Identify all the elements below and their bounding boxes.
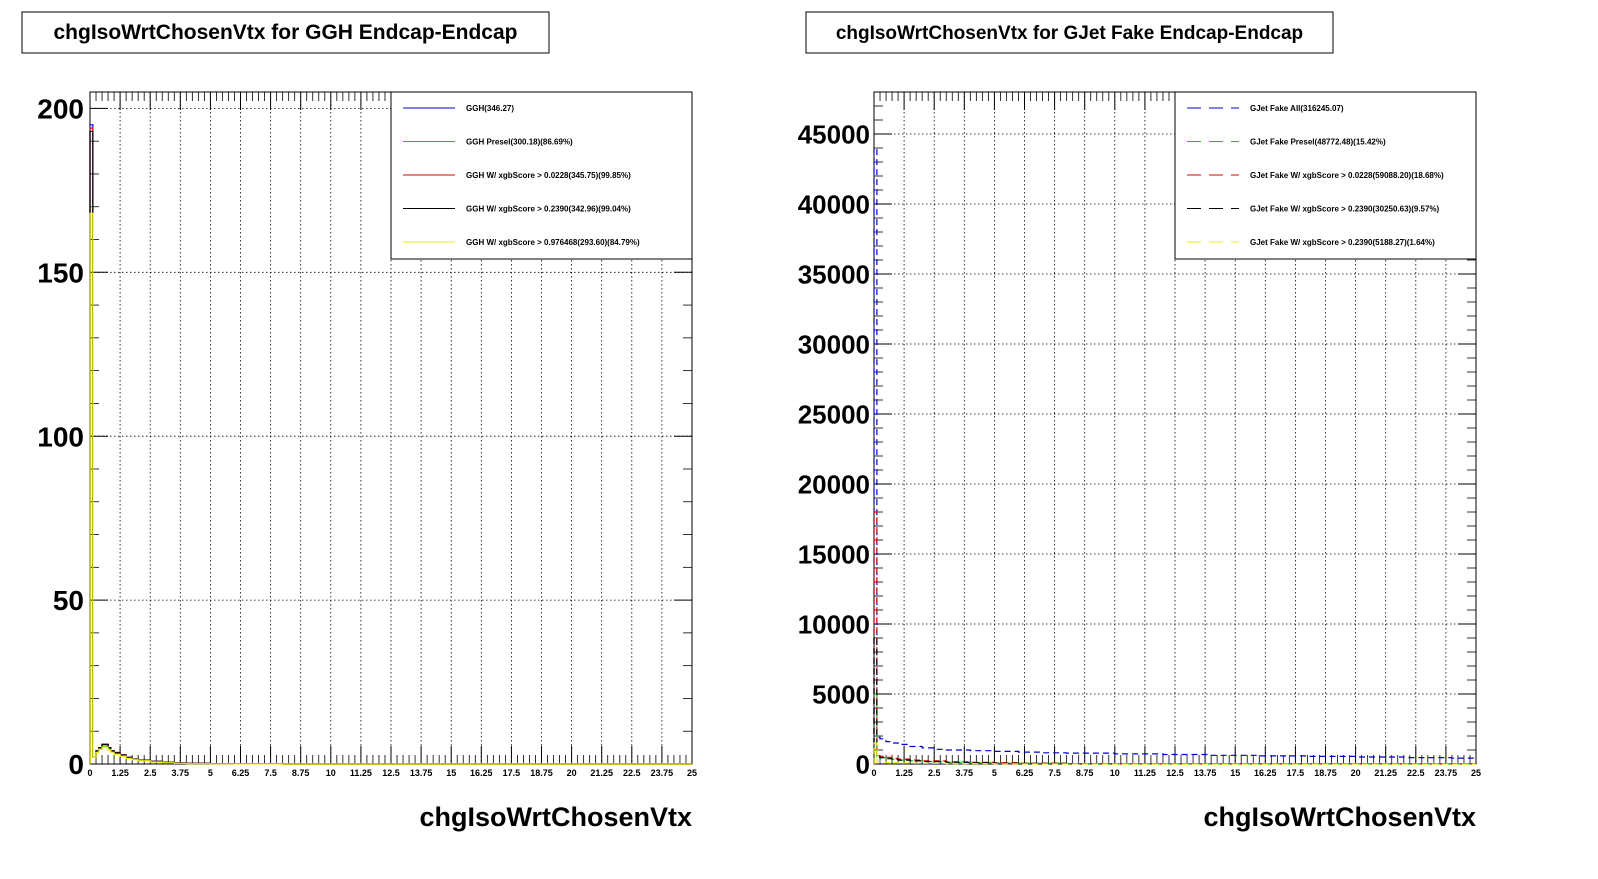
x-tick-label: 15 [1230,768,1240,778]
x-tick-label: 16.25 [1254,768,1277,778]
x-tick-label: 1.25 [895,768,913,778]
legend-label: GGH Presel(300.18)(86.69%) [466,138,573,147]
legend: GJet Fake All(316245.07) GJet Fake Presel… [1174,91,1477,260]
x-tick-label: 2.5 [144,768,157,778]
x-tick-label: 7.5 [264,768,277,778]
x-tick-label: 17.5 [503,768,521,778]
x-tick-label: 11.25 [1134,768,1156,778]
chart-title: chgIsoWrtChosenVtx for GGH Endcap-Endcap [54,21,518,44]
y-tick-label: 30000 [798,329,870,359]
y-tick-label: 25000 [798,399,870,429]
legend-label: GJet Fake Presel(48772.48)(15.42%) [1250,138,1386,147]
series-line-1 [873,147,1477,764]
x-tick-label: 3.75 [172,768,190,778]
legend-label: GJet Fake W/ xgbScore > 0.0228(59088.20)… [1250,171,1444,180]
y-tick-label: 50 [53,585,84,616]
x-tick-label: 10 [1110,768,1120,778]
x-tick-label: 7.5 [1048,768,1061,778]
x-tick-label: 17.5 [1287,768,1305,778]
legend-label: GGH W/ xgbScore > 0.2390(342.96)(99.04%) [466,205,631,214]
legend-box [1174,91,1477,260]
y-tick-label: 5000 [812,679,870,709]
x-tick-label: 1.25 [111,768,129,778]
series-group [89,124,692,765]
x-tick-label: 6.25 [1016,768,1034,778]
chart-title: chgIsoWrtChosenVtx for GJet Fake Endcap-… [836,23,1303,44]
y-tick-label: 45000 [798,119,870,149]
x-tick-label: 13.75 [410,768,433,778]
y-tick-label: 15000 [798,539,870,569]
chart-title-box [21,11,550,54]
y-tick-label: 200 [37,93,84,124]
x-tick-label: 5 [208,768,213,778]
y-tick-label: 150 [37,257,84,288]
y-tick-label: 100 [37,421,84,452]
x-tick-label: 23.75 [651,768,674,778]
legend-label: GGH W/ xgbScore > 0.0228(345.75)(99.85%) [466,171,631,180]
x-tick-label: 16.25 [470,768,493,778]
x-axis-label: chgIsoWrtChosenVtx [419,802,692,832]
x-tick-label: 8.75 [292,768,310,778]
series-line-5 [89,212,692,765]
x-tick-label: 15 [446,768,456,778]
chart-title-box [805,11,1334,54]
x-tick-label: 22.5 [1407,768,1425,778]
legend-label: GJet Fake W/ xgbScore > 0.2390(30250.63)… [1250,205,1440,214]
x-tick-label: 3.75 [956,768,974,778]
x-tick-label: 25 [1471,768,1481,778]
chart-1: chgIsoWrtChosenVtx for GGH Endcap-Endcap… [21,11,697,832]
y-tick-label: 0 [856,749,870,779]
x-tick-label: 2.5 [928,768,941,778]
x-tick-label: 20 [1351,768,1361,778]
x-tick-label: 18.75 [1314,768,1337,778]
x-tick-label: 18.75 [530,768,553,778]
x-tick-label: 5 [992,768,997,778]
legend: GGH(346.27) GGH Presel(300.18)(86.69%) GGH… [390,91,693,260]
y-tick-label: 0 [68,749,84,780]
x-tick-label: 8.75 [1076,768,1094,778]
x-tick-label: 0 [87,768,92,778]
x-tick-label: 25 [687,768,697,778]
y-tick-label: 10000 [798,609,870,639]
y-tick-label: 40000 [798,189,870,219]
x-tick-label: 10 [326,768,336,778]
y-axis: 0 5000 10000 15000 20000 25000 30000 35000 40000… [798,91,1476,779]
x-tick-label: 20 [567,768,577,778]
y-tick-label: 35000 [798,259,870,289]
x-tick-label: 12.5 [1166,768,1184,778]
y-tick-label: 20000 [798,469,870,499]
x-tick-label: 22.5 [623,768,641,778]
x-tick-label: 0 [871,768,876,778]
x-tick-label: 13.75 [1194,768,1217,778]
x-axis: 0 1.25 2.5 3.75 5 6.25 7.5 8.75 10 11.25 12.5 13.75… [87,92,697,778]
legend-label: GJet Fake All(316245.07) [1250,104,1344,113]
series-group [873,147,1477,765]
series-line-5 [873,742,1476,765]
legend-label: GGH W/ xgbScore > 0.976468(293.60)(84.79… [466,238,640,247]
legend-label: GJet Fake W/ xgbScore > 0.2390(5188.27)(… [1250,238,1435,247]
x-tick-label: 6.25 [232,768,250,778]
x-tick-label: 21.25 [590,768,613,778]
x-tick-label: 23.75 [1435,768,1458,778]
x-tick-label: 21.25 [1374,768,1397,778]
x-tick-label: 11.25 [350,768,372,778]
chart-2: chgIsoWrtChosenVtx for GJet Fake Endcap-… [798,11,1481,832]
legend-label: GGH(346.27) [466,104,514,113]
x-axis-label: chgIsoWrtChosenVtx [1203,802,1476,832]
x-tick-label: 12.5 [382,768,400,778]
